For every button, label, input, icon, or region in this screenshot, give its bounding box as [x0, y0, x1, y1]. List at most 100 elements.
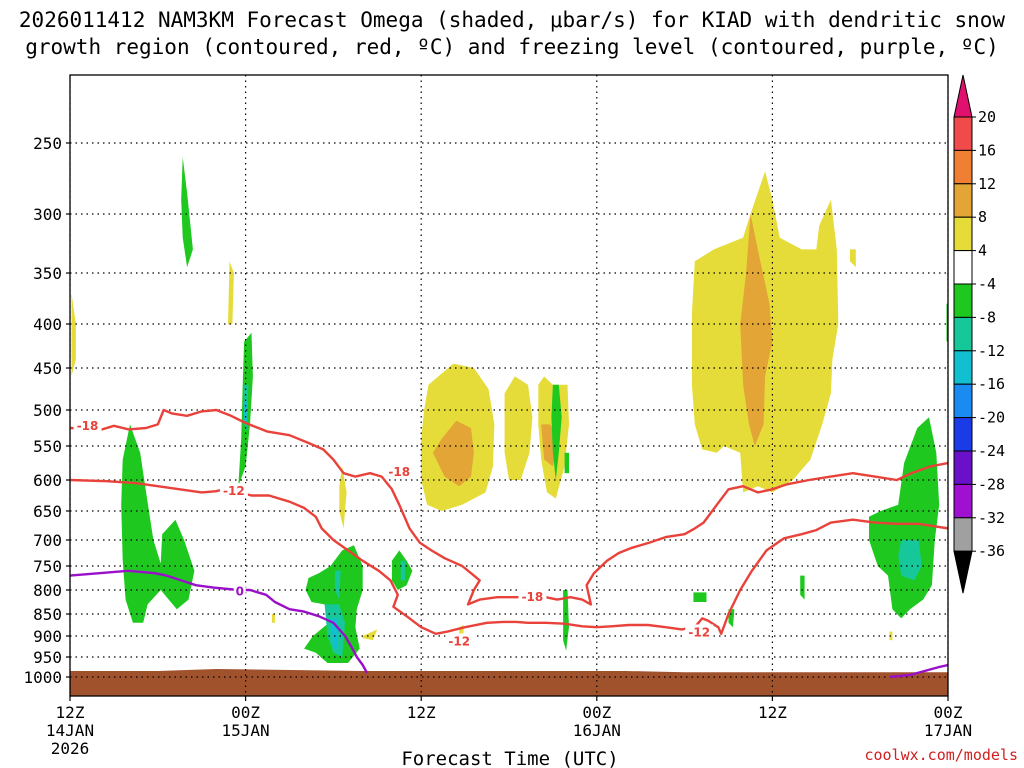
colorbar-label: 4 [978, 242, 987, 260]
contour-label: -12 [223, 484, 245, 498]
omega-shaded-region [504, 376, 533, 480]
x-tick-label: 16JAN [573, 721, 621, 740]
omega-shaded-region [121, 424, 195, 623]
dgz-contour [70, 408, 948, 606]
y-tick-label: 650 [33, 502, 62, 521]
contour-label: -12 [448, 634, 470, 648]
colorbar: 20 16 12 8 4 -4 -8 -12 -16 -20 -24 -28 -32 -36 [953, 74, 1005, 594]
x-tick-label: 17JAN [924, 721, 972, 740]
contour-label-background [685, 624, 714, 639]
y-tick-label: 450 [33, 359, 62, 378]
colorbar-band [953, 417, 973, 452]
x-tick-label: 12Z [56, 703, 85, 722]
contour-label-background [445, 633, 474, 648]
colorbar-band [953, 517, 973, 552]
colorbar-label: -4 [978, 275, 996, 293]
plot-frame [69, 74, 949, 697]
colorbar-band [953, 216, 973, 252]
y-tick-label: 800 [33, 581, 62, 600]
colorbar-label: 16 [978, 141, 996, 159]
colorbar-band [953, 350, 973, 385]
omega-shaded-region [271, 614, 275, 623]
contour-label-background [518, 589, 547, 604]
omega-shaded-region [740, 214, 773, 446]
contour-label-background [73, 417, 102, 432]
colorbar-label: -8 [978, 308, 996, 326]
omega-shaded-region [339, 466, 347, 529]
colorbar-band [953, 149, 973, 185]
colorbar-band [953, 383, 973, 419]
x-tick-label: 12Z [407, 703, 436, 722]
y-tick-label: 750 [33, 557, 62, 576]
omega-shaded-region [334, 570, 341, 600]
contour-label-background [385, 463, 414, 478]
x-tick-label: 14JAN [46, 721, 94, 740]
x-tick-label: 00Z [231, 703, 260, 722]
y-tick-label: 1000 [23, 668, 62, 687]
colorbar-label: -20 [978, 409, 1005, 427]
contour-label: -18 [522, 590, 544, 604]
freezing-level-contour [70, 569, 369, 674]
omega-shaded-region [800, 575, 805, 600]
colorbar-label: -12 [978, 342, 1005, 360]
colorbar-band [953, 116, 973, 151]
omega-shaded-region [693, 592, 707, 602]
colorbar-band [953, 316, 973, 352]
y-tick-label: 250 [33, 134, 62, 153]
x-tick-label: 15JAN [222, 721, 270, 740]
colorbar-label: -28 [978, 475, 1005, 493]
colorbar-label: 12 [978, 175, 996, 193]
y-tick-label: 400 [33, 315, 62, 334]
y-tick-label: 900 [33, 627, 62, 646]
y-tick-label: 600 [33, 471, 62, 490]
colorbar-label: 20 [978, 108, 996, 126]
y-tick-label: 300 [33, 205, 62, 224]
colorbar-label: -16 [978, 375, 1005, 393]
colorbar-label: -24 [978, 442, 1005, 460]
colorbar-bottom-arrow [953, 550, 973, 594]
contour-label: -12 [688, 625, 710, 639]
x-axis-label: Forecast Time (UTC) [401, 748, 618, 768]
omega-shaded-region [850, 249, 856, 268]
freezing-level-contour [889, 663, 948, 679]
omega-shaded-region [551, 384, 562, 480]
omega-shaded-region [563, 590, 569, 651]
y-tick-label: 500 [33, 401, 62, 420]
contour-label: -18 [388, 465, 410, 479]
omega-shaded-region [869, 417, 940, 619]
y-tick-label: 550 [33, 437, 62, 456]
omega-shaded-region [400, 560, 406, 581]
colorbar-band [953, 183, 973, 218]
omega-shaded-region [564, 452, 569, 474]
credit-text: coolwx.com/models [864, 746, 1018, 764]
colorbar-label: -32 [978, 509, 1005, 527]
omega-shaded-region [228, 261, 234, 324]
dgz-contour [70, 478, 948, 635]
omega-shaded-region [71, 293, 76, 377]
plot-area: -18 -12 0 -18 -12 -18 -12 250 300 350 400 450 500 550… [23, 74, 972, 758]
chart-title-line1: 2026011412 NAM3KM Forecast Omega (shaded… [19, 8, 1006, 32]
colorbar-label: -36 [978, 542, 1005, 560]
omega-shaded-region [362, 629, 378, 641]
colorbar-band [953, 450, 973, 485]
contour-label-background [219, 483, 248, 498]
colorbar-band [953, 483, 973, 519]
omega-shaded-region [898, 540, 922, 581]
contour-label: 0 [236, 584, 244, 598]
contour-label: -18 [77, 419, 99, 433]
contour-label-background [233, 583, 246, 598]
omega-shaded-region [304, 545, 363, 663]
ground-terrain [70, 669, 948, 696]
omega-shaded-region [181, 157, 193, 268]
chart-title-line2: growth region (contoured, red, ºC) and f… [25, 35, 999, 59]
x-tick-label: 00Z [582, 703, 611, 722]
x-tick-label: 12Z [758, 703, 787, 722]
colorbar-band [953, 283, 973, 318]
omega-shaded-region [432, 420, 474, 487]
colorbar-band [953, 250, 973, 285]
y-tick-label: 700 [33, 531, 62, 550]
colorbar-label: 8 [978, 208, 987, 226]
x-tick-label: 2026 [51, 739, 90, 758]
x-tick-label: 00Z [934, 703, 963, 722]
